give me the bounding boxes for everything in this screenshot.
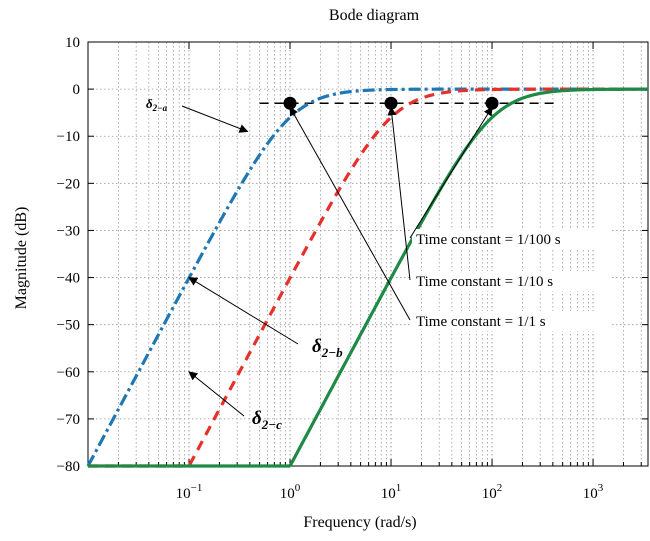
x-axis-label: Frequency (rad/s) xyxy=(303,514,416,531)
x-tick-label: 101 xyxy=(381,482,402,502)
series-line-3 xyxy=(88,87,649,468)
series-label-arrow xyxy=(188,277,299,345)
y-tick-label: −60 xyxy=(57,365,80,381)
chart-title: Bode diagram xyxy=(329,7,420,24)
annotation-backdrop xyxy=(412,311,610,331)
series-label-2: δ2−b xyxy=(312,336,343,360)
series-label-arrow xyxy=(188,371,245,417)
series-label-3: δ2−c xyxy=(252,408,282,432)
series-label-1: δ2−a xyxy=(146,96,168,113)
annotation-arrow xyxy=(387,106,411,281)
y-tick-label: −10 xyxy=(57,129,80,145)
x-tick-label: 102 xyxy=(482,482,503,502)
annotation-label: Time constant = 1/100 s xyxy=(416,232,561,248)
y-tick-label: 0 xyxy=(73,82,81,98)
plot-frame xyxy=(87,41,649,467)
y-axis-label: Magnitude (dB) xyxy=(13,207,30,310)
x-tick-label: 100 xyxy=(280,482,301,502)
annotation-backdrop xyxy=(412,229,610,249)
y-tick-label: −80 xyxy=(57,459,80,475)
grid xyxy=(87,41,648,467)
annotation-arrow xyxy=(409,106,493,239)
y-tick-label: −30 xyxy=(57,223,80,239)
annotation-label: Time constant = 1/1 s xyxy=(416,314,546,330)
series-line-1 xyxy=(86,87,648,467)
y-tick-label: 10 xyxy=(65,35,80,51)
y-tick-label: −20 xyxy=(57,176,80,192)
y-tick-label: −70 xyxy=(57,412,80,428)
x-tick-label: 10−1 xyxy=(176,482,203,502)
x-tick-label: 103 xyxy=(583,482,604,502)
y-tick-label: −50 xyxy=(57,318,80,334)
series-label-arrow xyxy=(181,105,249,133)
y-tick-label: −40 xyxy=(57,271,80,287)
annotation-label: Time constant = 1/10 s xyxy=(416,274,553,290)
annotation-backdrop xyxy=(412,271,610,291)
annotation-arrow xyxy=(289,106,411,321)
